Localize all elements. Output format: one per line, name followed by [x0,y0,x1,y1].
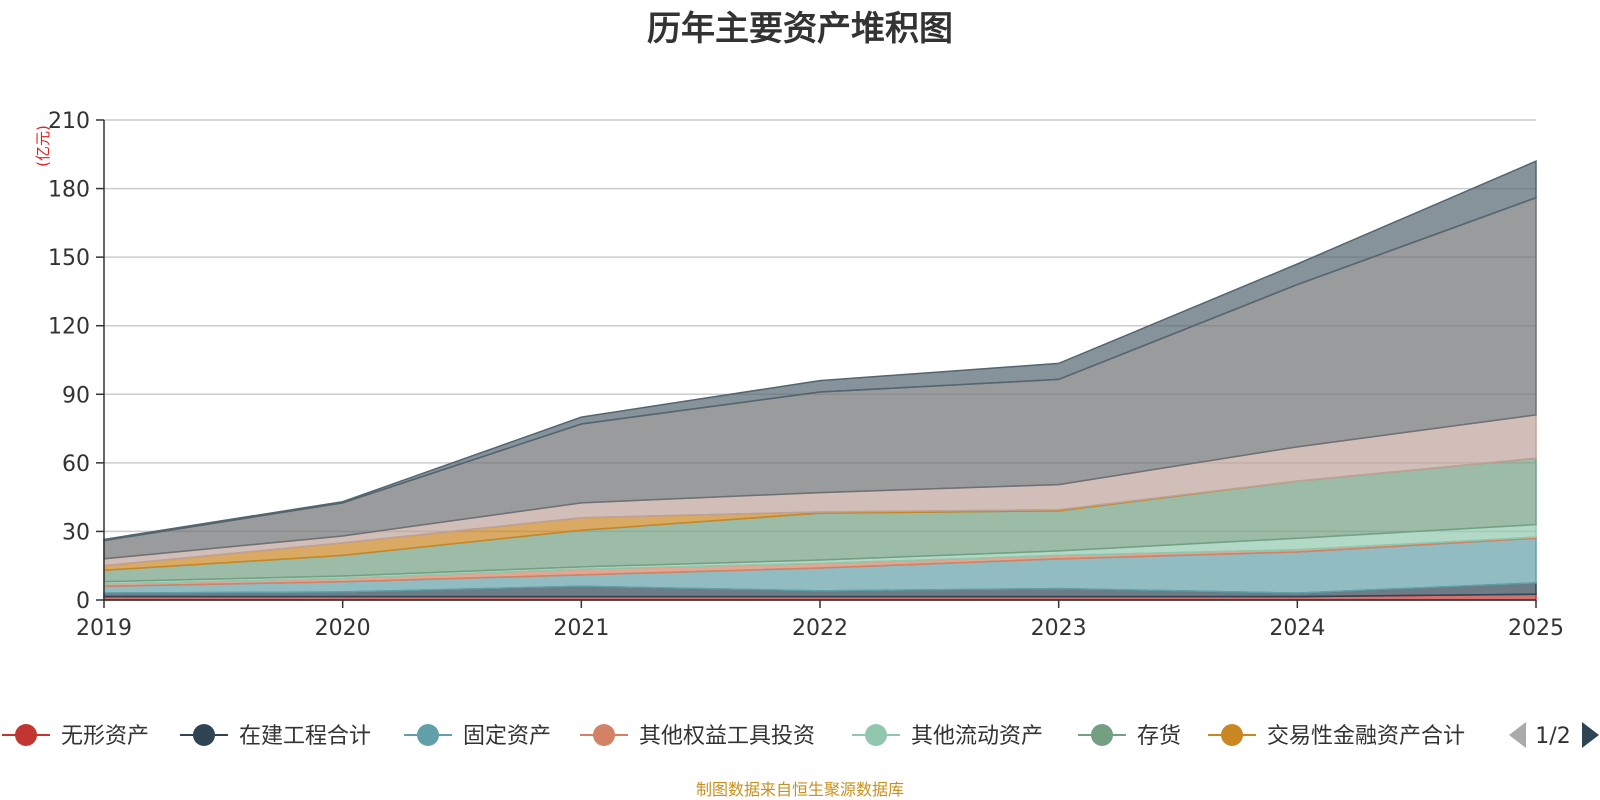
y-tick-label: 150 [48,246,90,271]
legend-label: 无形资产 [61,724,149,749]
chart-title: 历年主要资产堆积图 [647,9,953,49]
legend-marker-icon [15,724,37,746]
area-series-group [103,160,1537,601]
x-tick-label: 2021 [553,616,609,641]
axes: 0 30 60 90 120 150 180 210 2019 2020 2021 2022 2023 2… [48,109,1564,641]
legend-pager: 1/2 [1509,722,1599,749]
legend-item-5[interactable]: 存货 [1078,724,1181,749]
legend-label: 固定资产 [463,724,551,749]
legend-item-1[interactable]: 在建工程合计 [180,724,371,749]
legend: 无形资产 在建工程合计 固定资产 其他权益工具投资 其他流动资产 存货 交易性金融资产合计 [2,724,1465,749]
legend-item-6[interactable]: 交易性金融资产合计 [1208,724,1465,749]
y-tick-label: 30 [62,520,90,545]
legend-prev-page-icon[interactable] [1509,722,1526,748]
legend-next-page-icon[interactable] [1582,722,1599,748]
legend-marker-icon [193,724,215,746]
source-note: 制图数据来自恒生聚源数据库 [696,780,904,799]
legend-item-3[interactable]: 其他权益工具投资 [580,724,815,749]
legend-item-2[interactable]: 固定资产 [404,724,551,749]
x-tick-label: 2022 [792,616,848,641]
legend-label: 在建工程合计 [239,724,371,749]
y-axis-unit-label: (亿元) [34,125,52,167]
legend-label: 交易性金融资产合计 [1267,724,1465,749]
legend-marker-icon [417,724,439,746]
y-tick-label: 60 [62,452,90,477]
x-tick-label: 2023 [1031,616,1087,641]
legend-marker-icon [1091,724,1113,746]
x-tick-label: 2024 [1269,616,1325,641]
x-tick-label: 2020 [315,616,371,641]
y-tick-label: 90 [62,383,90,408]
legend-marker-icon [593,724,615,746]
legend-item-4[interactable]: 其他流动资产 [852,724,1043,749]
legend-label: 其他流动资产 [911,724,1043,749]
y-tick-label: 120 [48,315,90,340]
legend-marker-icon [1221,724,1243,746]
y-tick-label: 210 [48,109,90,134]
legend-item-0[interactable]: 无形资产 [2,724,149,749]
legend-page-indicator: 1/2 [1535,724,1570,749]
area-series-9[interactable] [103,160,1537,542]
x-tick-label: 2025 [1508,616,1564,641]
legend-label: 存货 [1137,724,1181,749]
legend-label: 其他权益工具投资 [639,724,815,749]
legend-marker-icon [865,724,887,746]
y-tick-label: 180 [48,178,90,203]
y-tick-label: 0 [76,589,90,614]
x-tick-label: 2019 [76,616,132,641]
